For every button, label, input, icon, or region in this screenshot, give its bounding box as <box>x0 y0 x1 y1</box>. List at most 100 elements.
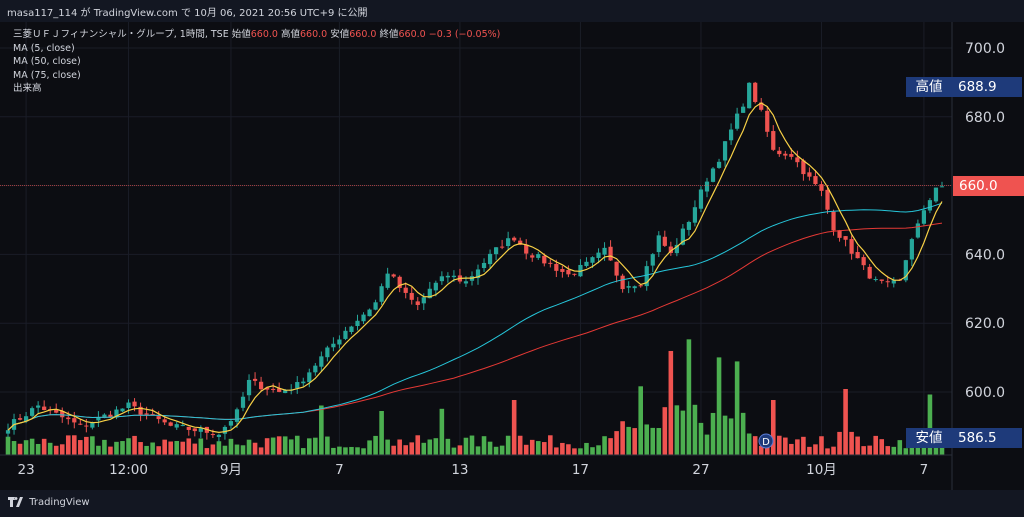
candle <box>174 421 179 430</box>
volume-bar <box>535 441 541 455</box>
candle <box>222 425 228 440</box>
candle <box>138 402 143 422</box>
volume-bar <box>722 415 728 455</box>
candle <box>120 408 125 413</box>
volume-bar <box>807 446 812 455</box>
candle <box>813 169 818 186</box>
candle <box>439 271 444 285</box>
volume-bar <box>746 433 752 455</box>
candle <box>578 259 583 278</box>
volume-bar <box>59 444 65 455</box>
candle <box>54 403 59 414</box>
open-value: 660.0 <box>250 29 278 40</box>
volume-bar <box>433 438 439 455</box>
volume-bar <box>529 439 535 455</box>
volume-bar <box>614 431 619 455</box>
candle <box>765 105 770 137</box>
top-bar <box>0 0 1024 22</box>
candle <box>240 392 246 412</box>
volume-bar <box>650 427 656 455</box>
volume-bar <box>300 448 306 455</box>
volume-bar <box>542 442 547 455</box>
candle <box>150 408 155 416</box>
volume-bar <box>475 446 481 455</box>
volume-bar <box>288 439 294 455</box>
chart-legend: 三菱ＵＦＪフィナンシャル・グループ, 1時間, TSE 始値660.0 高値66… <box>13 28 500 96</box>
volume-bar <box>156 446 161 455</box>
volume-bar <box>234 444 240 455</box>
candle <box>686 220 692 236</box>
candle <box>319 351 324 373</box>
candle <box>644 260 649 291</box>
volume-bar <box>819 436 824 455</box>
candle <box>722 141 728 167</box>
volume-bar <box>801 436 806 455</box>
volume-bar <box>783 437 788 455</box>
volume-bar <box>517 435 523 455</box>
candle <box>747 82 752 109</box>
legend-ma50[interactable]: MA (50, close) <box>13 56 81 67</box>
volume-bar <box>47 442 53 455</box>
candle <box>186 426 191 436</box>
legend-volume[interactable]: 出来高 <box>13 83 42 94</box>
volume-bar <box>186 438 192 455</box>
volume-bar <box>180 441 186 455</box>
candle <box>903 259 908 283</box>
volume-bar <box>855 436 860 455</box>
volume-bar <box>373 435 378 455</box>
candle <box>837 229 842 242</box>
candle <box>620 273 625 293</box>
volume-bar <box>596 445 601 455</box>
time-tick-label: 7 <box>920 462 929 478</box>
candle <box>825 185 830 214</box>
volume-bar <box>572 448 577 455</box>
candle <box>313 363 318 376</box>
candle <box>530 253 535 262</box>
dividend-marker-label: D <box>762 437 770 448</box>
volume-bar <box>415 435 421 455</box>
volume-bar <box>499 445 505 455</box>
price-tick-label: 640.0 <box>965 247 1005 263</box>
volume-bar <box>270 437 276 455</box>
candle <box>36 401 41 414</box>
candle <box>771 125 776 152</box>
volume-bar <box>168 441 173 455</box>
volume-bar <box>481 436 487 455</box>
dividend-marker[interactable]: D <box>758 433 774 449</box>
candle <box>500 239 505 250</box>
candle <box>355 314 360 331</box>
time-tick-label: 13 <box>451 462 468 478</box>
volume-bar <box>174 440 180 455</box>
candle <box>512 236 517 243</box>
legend-ma5[interactable]: MA (5, close) <box>13 42 75 54</box>
candle <box>5 423 11 438</box>
candle <box>445 272 450 283</box>
low-tag-label: 安値 <box>906 428 952 448</box>
volume-bar <box>385 439 390 455</box>
candle <box>258 376 264 392</box>
candle <box>554 259 559 278</box>
candle <box>403 282 408 299</box>
candle <box>879 279 884 284</box>
candle <box>710 167 716 183</box>
candle <box>915 219 920 239</box>
volume-bar <box>337 446 342 455</box>
candle <box>608 240 613 261</box>
legend-ma75[interactable]: MA (75, close) <box>13 69 81 81</box>
candle <box>909 237 914 267</box>
price-tick-label: 600.0 <box>965 385 1005 401</box>
candle <box>861 254 866 270</box>
price-axis: 700.0 680.0 640.0 620.0 600.0 <box>965 41 1005 401</box>
volume-bar <box>222 445 228 455</box>
candle <box>704 177 710 198</box>
candle <box>295 376 300 394</box>
tradingview-logo[interactable]: TradingView <box>8 497 90 508</box>
candle <box>728 123 734 145</box>
candle <box>855 245 860 259</box>
volume-bar <box>897 440 903 455</box>
time-tick-label: 10月 <box>806 462 837 478</box>
volume-bar <box>421 442 427 455</box>
volume-bar <box>463 437 469 455</box>
volume-bar <box>602 436 607 455</box>
